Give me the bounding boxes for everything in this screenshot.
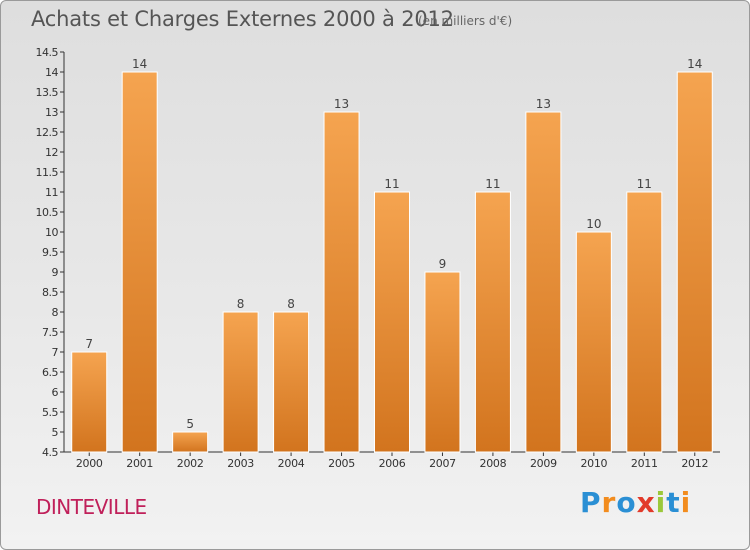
y-tick-label: 13 [45, 106, 58, 119]
x-tick-label: 2012 [681, 457, 708, 470]
bar-value-label: 14 [687, 57, 702, 71]
bar-value-label: 11 [485, 177, 500, 191]
y-tick-label: 8 [52, 306, 59, 319]
proxiti-logo-letter: t [666, 486, 681, 519]
y-tick-label: 8.5 [42, 286, 58, 299]
bar-value-label: 13 [334, 97, 349, 111]
y-tick-label: 9.5 [42, 246, 58, 259]
x-tick-label: 2008 [480, 457, 507, 470]
x-tick-label: 2009 [530, 457, 557, 470]
y-tick-label: 6.5 [42, 366, 58, 379]
proxiti-logo-letter: o [616, 486, 637, 519]
proxiti-logo-letter: i [680, 486, 692, 519]
bar-value-label: 11 [637, 177, 652, 191]
y-tick-label: 10 [45, 226, 58, 239]
chart-unit-note: (en milliers d'€) [418, 14, 513, 28]
x-tick-label: 2001 [126, 457, 153, 470]
bar-2000 [71, 351, 108, 453]
proxiti-logo-letter: P [580, 486, 602, 519]
x-tick-label: 2002 [177, 457, 204, 470]
commune-name: DINTEVILLE [36, 495, 147, 519]
y-tick-label: 9 [52, 266, 59, 279]
bar-value-label: 8 [287, 297, 295, 311]
bar-value-label: 13 [536, 97, 551, 111]
bar-2011 [626, 191, 663, 453]
y-tick-label: 6 [52, 386, 59, 399]
y-tick-label: 7.5 [42, 326, 58, 339]
y-tick-label: 14.5 [36, 46, 59, 59]
proxiti-logo-letter: r [601, 486, 617, 519]
bar-2008 [474, 191, 511, 453]
y-tick-label: 11.5 [36, 166, 59, 179]
bar-2001 [121, 71, 158, 453]
bar-value-label: 11 [384, 177, 399, 191]
x-tick-label: 2006 [379, 457, 406, 470]
chart-title: Achats et Charges Externes 2000 à 2012 [31, 7, 454, 31]
bar-2002 [172, 431, 209, 453]
y-tick-label: 7 [52, 346, 59, 359]
bar-2012 [676, 71, 713, 453]
bar-2010 [575, 231, 612, 453]
bar-2009 [525, 111, 562, 453]
x-tick-label: 2011 [631, 457, 658, 470]
bar-value-label: 9 [439, 257, 447, 271]
y-tick-label: 14 [45, 66, 58, 79]
proxiti-logo-letter: i [655, 486, 667, 519]
x-tick-label: 2000 [76, 457, 103, 470]
bar-value-label: 5 [186, 417, 194, 431]
x-tick-label: 2003 [227, 457, 254, 470]
y-tick-label: 12 [45, 146, 58, 159]
x-tick-label: 2005 [328, 457, 355, 470]
y-tick-label: 4.5 [42, 446, 58, 459]
x-tick-label: 2007 [429, 457, 456, 470]
proxiti-logo-letter: x [636, 486, 656, 519]
x-tick-label: 2004 [278, 457, 305, 470]
bar-value-label: 10 [586, 217, 601, 231]
bar-2007 [424, 271, 461, 453]
y-tick-label: 10.5 [36, 206, 59, 219]
bar-value-label: 7 [85, 337, 93, 351]
y-tick-label: 5 [52, 426, 59, 439]
bar-2006 [374, 191, 410, 453]
y-tick-label: 12.5 [36, 126, 59, 139]
bar-2003 [222, 311, 259, 453]
proxiti-logo: Proxiti [580, 486, 691, 519]
x-tick-label: 2010 [580, 457, 607, 470]
bar-value-label: 8 [237, 297, 245, 311]
y-tick-label: 13.5 [36, 86, 59, 99]
y-tick-label: 11 [45, 186, 58, 199]
bar-value-label: 14 [132, 57, 147, 71]
y-tick-label: 5.5 [42, 406, 58, 419]
chart-bars: 7 14 5 8 8 13 11 9 11 13 10 11 14 [71, 57, 713, 453]
bar-2004 [273, 311, 310, 453]
chart-axes: 4.5 5 5.5 6 6.5 7 7.5 8 8.5 9 9.5 10 10.5 11 11.5 12 12.… [36, 46, 720, 470]
bar-2005 [323, 111, 360, 453]
